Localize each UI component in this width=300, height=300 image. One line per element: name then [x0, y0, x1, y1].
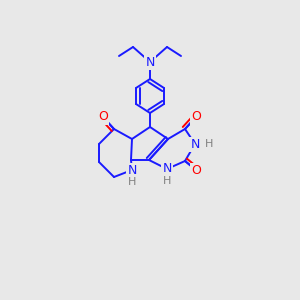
- Text: N: N: [127, 164, 137, 176]
- Text: N: N: [190, 137, 200, 151]
- Text: O: O: [98, 110, 108, 124]
- Text: N: N: [145, 56, 155, 68]
- Text: H: H: [163, 176, 171, 186]
- Text: H: H: [205, 139, 213, 149]
- Text: N: N: [162, 163, 172, 176]
- Text: H: H: [128, 177, 136, 187]
- Text: O: O: [191, 164, 201, 176]
- Text: O: O: [191, 110, 201, 124]
